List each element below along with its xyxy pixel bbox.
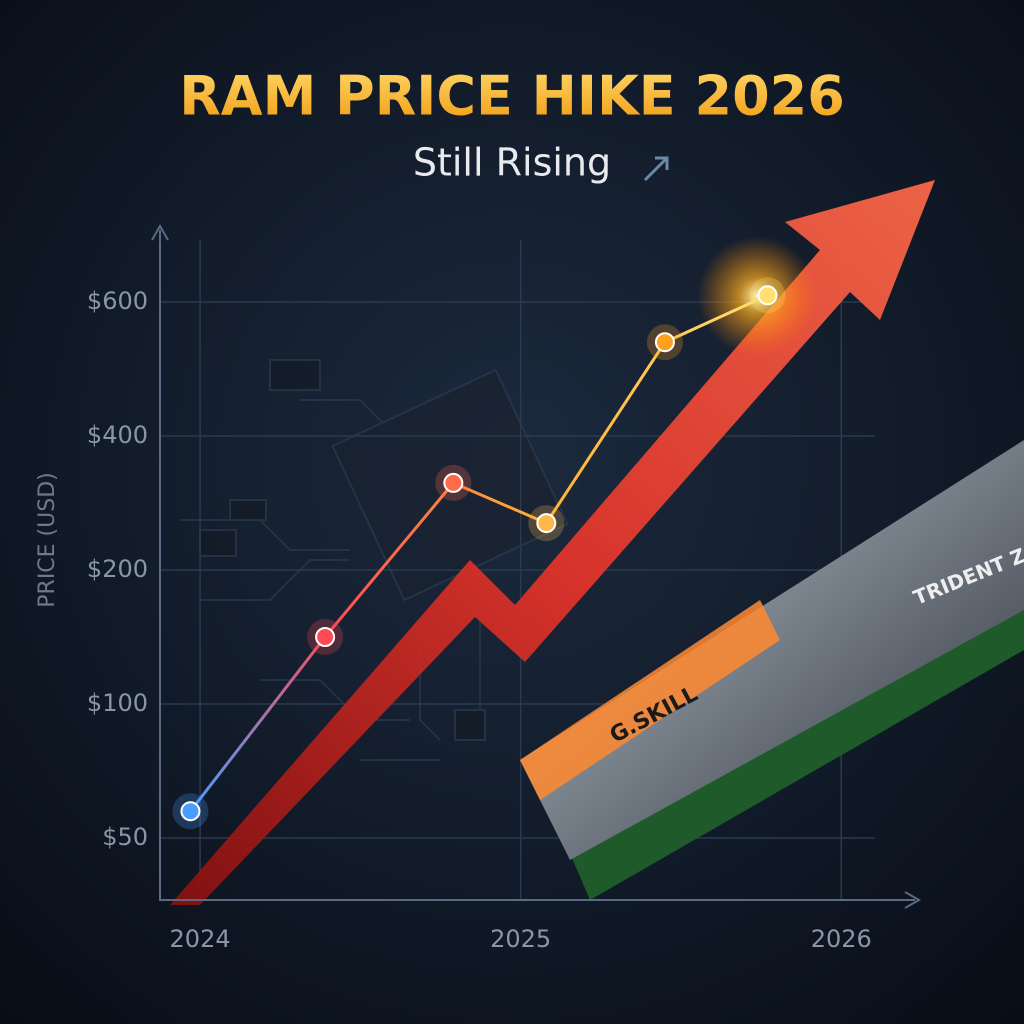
x-tick-label: 2024 — [170, 925, 231, 953]
x-tick-label: 2025 — [490, 925, 551, 953]
point — [536, 513, 557, 534]
y-tick-label: $400 — [87, 421, 148, 449]
y-tick-label: $200 — [87, 555, 148, 583]
x-tick-label: 2026 — [811, 925, 872, 953]
axes — [159, 230, 915, 901]
point — [315, 627, 336, 647]
subtitle-arrow — [643, 156, 669, 182]
chart-subtitle: Still Rising — [413, 141, 611, 185]
glow — [697, 236, 817, 356]
chart-title: RAM PRICE HIKE 2026 — [179, 65, 845, 128]
axis-arrows — [151, 223, 922, 909]
point — [654, 332, 675, 353]
y-axis-label: PRICE (USD) — [35, 472, 60, 607]
point — [757, 285, 778, 306]
point — [443, 472, 464, 493]
y-tick-label: $100 — [87, 689, 148, 717]
y-tick-label: $50 — [102, 823, 148, 851]
trend-arrow — [170, 180, 935, 905]
y-tick-label: $600 — [87, 287, 148, 315]
ram-module: G.SKILL TRIDENT Z — [520, 440, 1024, 900]
price-line — [189, 293, 769, 813]
point — [180, 801, 201, 822]
